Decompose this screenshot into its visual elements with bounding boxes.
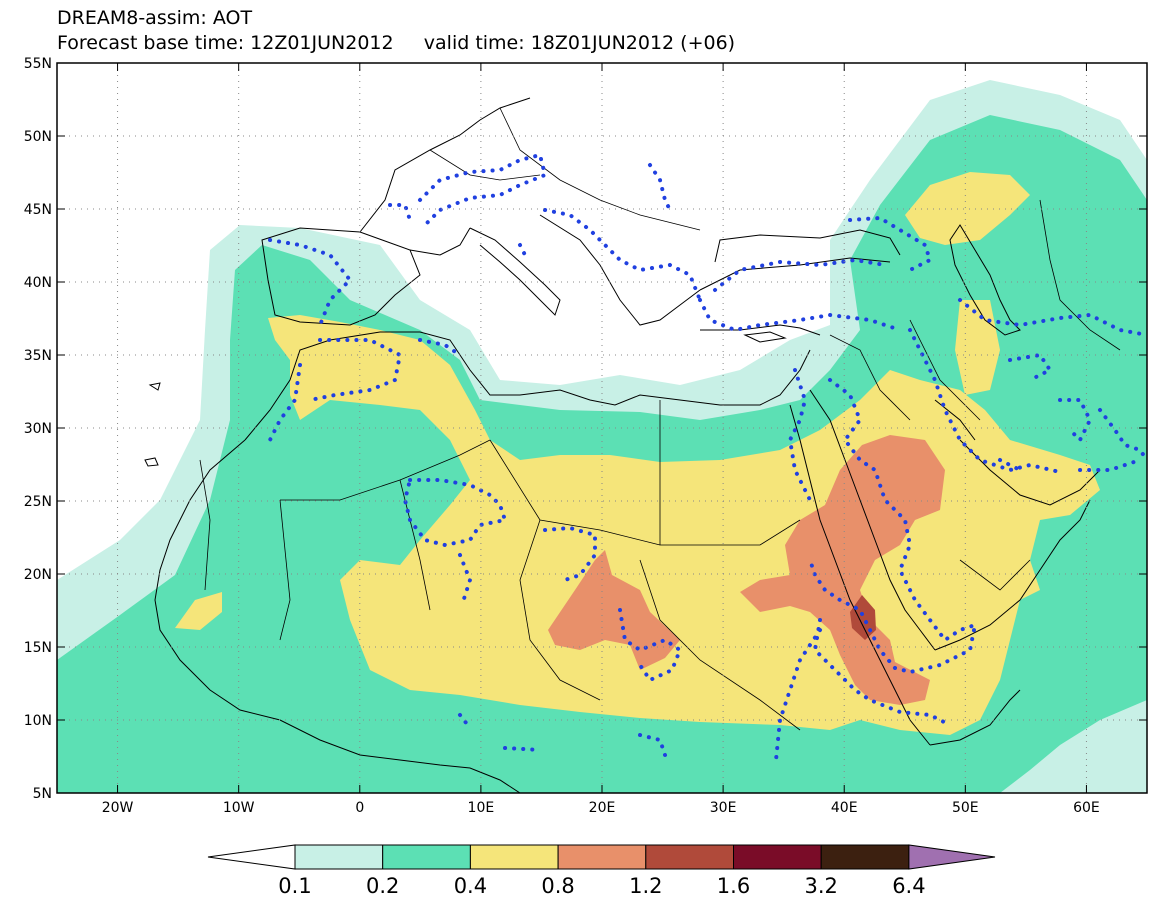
lon-label: 40E — [831, 800, 858, 816]
colorbar-label: 0.8 — [541, 874, 574, 898]
colorbar-box — [645, 844, 734, 870]
aot-contour-0.4 — [905, 172, 1030, 245]
lat-label: 20N — [24, 567, 52, 583]
colorbar-box — [294, 844, 384, 870]
lat-label: 40N — [24, 275, 52, 291]
lat-label: 50N — [24, 129, 52, 145]
map-title: DREAM8-assim: AOT — [57, 7, 253, 29]
map-subtitle: Forecast base time: 12Z01JUN2012 valid t… — [57, 32, 736, 54]
aot-field — [57, 63, 1147, 793]
colorbar-box — [557, 844, 647, 870]
latitude-labels: 55N 50N 45N 40N 35N 30N 25N 20N 15N 10N 5N — [24, 56, 52, 802]
lon-label: 0 — [355, 800, 364, 816]
axis-ticks — [57, 62, 1147, 794]
lon-label: 10E — [468, 800, 495, 816]
aot-contour-0.8 — [548, 550, 680, 670]
colorbar — [207, 844, 996, 870]
lat-label: 45N — [24, 202, 52, 218]
aot-contour-0.4 — [268, 315, 1100, 735]
colorbar-label: 1.2 — [629, 874, 662, 898]
colorbar-label: 6.4 — [892, 874, 925, 898]
colorbar-labels: 0.1 0.2 0.4 0.8 1.2 1.6 3.2 6.4 — [278, 874, 925, 898]
lon-label: 50E — [952, 800, 979, 816]
colorbar-label: 0.4 — [454, 874, 487, 898]
aot-contour-0.8 — [740, 435, 945, 705]
lat-label: 25N — [24, 494, 52, 510]
lon-label: 10W — [223, 800, 255, 816]
colorbar-box — [820, 844, 910, 870]
lat-label: 15N — [24, 640, 52, 656]
lon-label: 60E — [1073, 800, 1100, 816]
lat-label: 5N — [33, 786, 52, 802]
lat-label: 30N — [24, 421, 52, 437]
dotted-contours — [268, 152, 1147, 762]
lat-label: 55N — [24, 56, 52, 72]
coastlines — [144, 97, 1101, 793]
longitude-labels: 20W 10W 0 10E 20E 30E 40E 50E 60E — [102, 800, 1100, 816]
colorbar-label: 0.1 — [278, 874, 311, 898]
borders — [199, 107, 1121, 731]
colorbar-box — [733, 844, 822, 870]
colorbar-label: 0.2 — [366, 874, 399, 898]
lon-label: 30E — [710, 800, 737, 816]
lat-label: 35N — [24, 348, 52, 364]
colorbar-box — [469, 844, 559, 870]
colorbar-label: 3.2 — [804, 874, 837, 898]
colorbar-under-arrow — [207, 844, 296, 870]
aot-contour-0.4 — [955, 300, 1000, 395]
colorbar-label: 1.6 — [717, 874, 750, 898]
lon-label: 20E — [589, 800, 616, 816]
colorbar-over-arrow — [908, 844, 996, 870]
aot-contour-0.4 — [175, 592, 222, 630]
lat-label: 10N — [24, 713, 52, 729]
lon-label: 20W — [102, 800, 134, 816]
colorbar-box — [382, 844, 471, 870]
